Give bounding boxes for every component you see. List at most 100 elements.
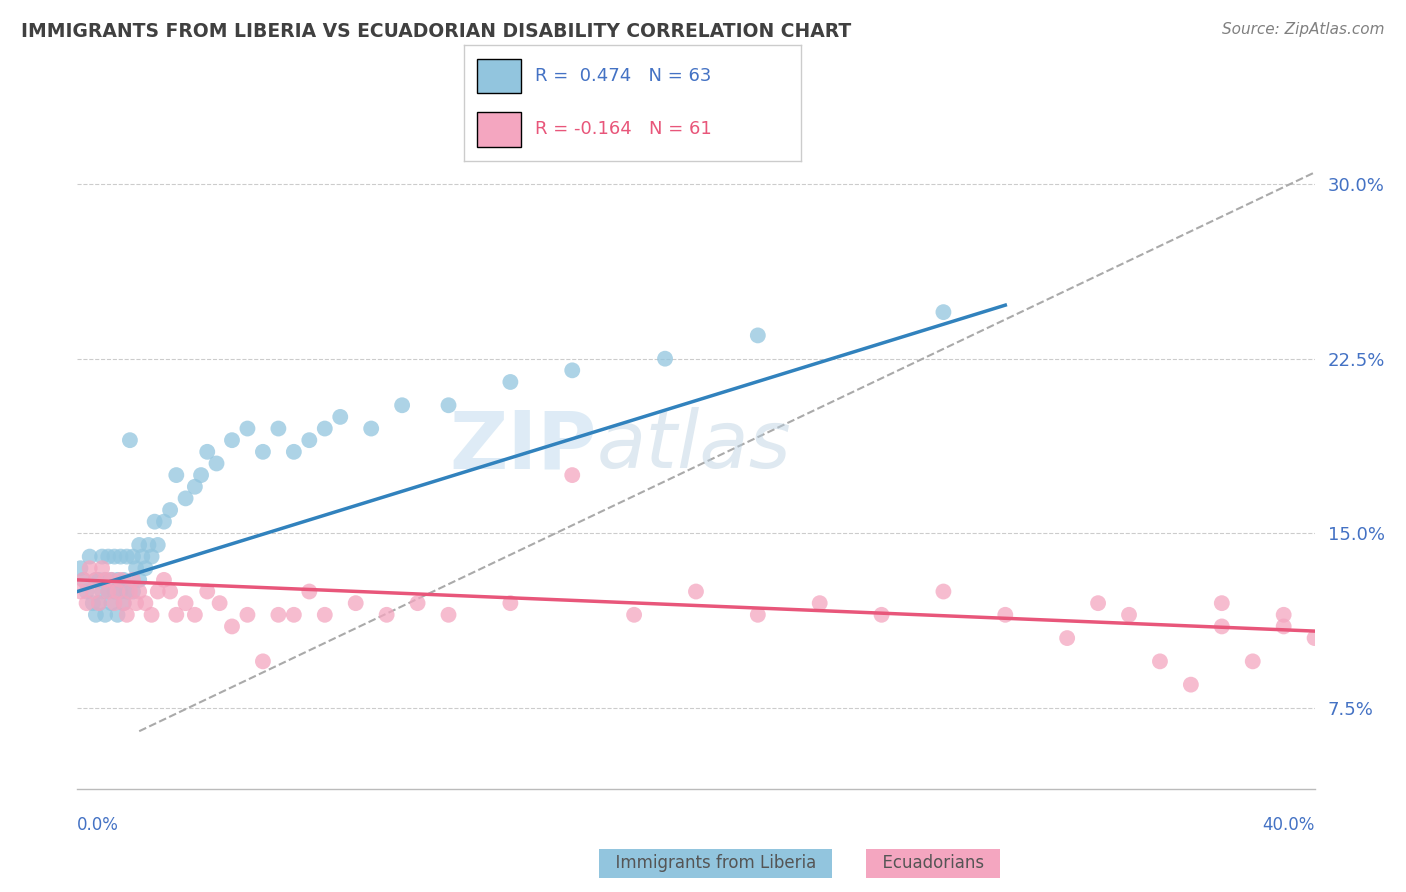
Point bbox=[174, 491, 197, 506]
Point bbox=[100, 573, 122, 587]
Point bbox=[195, 584, 218, 599]
Point bbox=[360, 421, 382, 435]
Point bbox=[314, 607, 336, 622]
Point bbox=[97, 584, 120, 599]
Point bbox=[159, 584, 181, 599]
Point bbox=[1087, 596, 1109, 610]
Point bbox=[76, 584, 98, 599]
Point bbox=[91, 549, 114, 564]
Point bbox=[97, 549, 120, 564]
Point bbox=[932, 584, 955, 599]
Point bbox=[138, 538, 160, 552]
Point bbox=[103, 584, 125, 599]
Point bbox=[79, 561, 101, 575]
Point bbox=[344, 596, 367, 610]
Point bbox=[115, 607, 138, 622]
Point bbox=[100, 573, 122, 587]
Point bbox=[146, 584, 169, 599]
Point bbox=[298, 584, 321, 599]
Point bbox=[1056, 631, 1078, 645]
Point bbox=[165, 607, 187, 622]
Point bbox=[72, 573, 94, 587]
Point bbox=[252, 654, 274, 668]
Point bbox=[84, 573, 107, 587]
Point bbox=[329, 409, 352, 424]
Point bbox=[283, 607, 305, 622]
Point bbox=[808, 596, 831, 610]
Point bbox=[267, 421, 290, 435]
Point bbox=[79, 549, 101, 564]
Point bbox=[122, 573, 145, 587]
Point bbox=[87, 596, 110, 610]
Point bbox=[103, 596, 125, 610]
Point bbox=[165, 468, 187, 483]
Point bbox=[1211, 619, 1233, 633]
Point bbox=[84, 573, 107, 587]
Point bbox=[1303, 631, 1326, 645]
Point bbox=[125, 561, 148, 575]
Point bbox=[184, 480, 207, 494]
Point bbox=[153, 573, 176, 587]
Point bbox=[375, 607, 398, 622]
Point bbox=[115, 584, 138, 599]
Point bbox=[110, 549, 132, 564]
Point bbox=[1149, 654, 1171, 668]
Point bbox=[1180, 678, 1202, 692]
Point bbox=[994, 607, 1017, 622]
Point bbox=[747, 328, 769, 343]
Point bbox=[252, 445, 274, 459]
Point bbox=[561, 363, 583, 377]
Point bbox=[82, 596, 104, 610]
Point bbox=[143, 515, 166, 529]
Point bbox=[208, 596, 231, 610]
Point bbox=[134, 596, 156, 610]
Point bbox=[76, 596, 98, 610]
Point bbox=[141, 607, 163, 622]
Point bbox=[107, 584, 129, 599]
Text: Source: ZipAtlas.com: Source: ZipAtlas.com bbox=[1222, 22, 1385, 37]
Point bbox=[298, 433, 321, 447]
Point bbox=[267, 607, 290, 622]
Point bbox=[112, 573, 135, 587]
Point bbox=[437, 398, 460, 412]
Text: ZIP: ZIP bbox=[450, 407, 598, 485]
Point bbox=[153, 515, 176, 529]
Point bbox=[82, 584, 104, 599]
Point bbox=[118, 433, 141, 447]
FancyBboxPatch shape bbox=[478, 59, 522, 94]
Point bbox=[69, 584, 91, 599]
Point bbox=[190, 468, 212, 483]
Point bbox=[110, 573, 132, 587]
Point bbox=[221, 619, 243, 633]
Point bbox=[107, 573, 129, 587]
Point bbox=[623, 607, 645, 622]
Point bbox=[91, 584, 114, 599]
Point bbox=[125, 596, 148, 610]
Point bbox=[499, 596, 522, 610]
Point bbox=[1118, 607, 1140, 622]
Point bbox=[94, 573, 117, 587]
Point bbox=[236, 607, 259, 622]
Point bbox=[87, 573, 110, 587]
Point bbox=[87, 596, 110, 610]
Point bbox=[146, 538, 169, 552]
Point bbox=[128, 584, 150, 599]
Point bbox=[654, 351, 676, 366]
Point bbox=[437, 607, 460, 622]
Point bbox=[100, 596, 122, 610]
Point bbox=[91, 561, 114, 575]
Point bbox=[128, 538, 150, 552]
Point bbox=[174, 596, 197, 610]
Text: Ecuadorians: Ecuadorians bbox=[872, 855, 994, 872]
Point bbox=[112, 596, 135, 610]
Point bbox=[499, 375, 522, 389]
Point bbox=[122, 584, 145, 599]
Point bbox=[561, 468, 583, 483]
Point bbox=[110, 584, 132, 599]
Point bbox=[69, 561, 91, 575]
Point bbox=[97, 584, 120, 599]
Point bbox=[1272, 607, 1295, 622]
Point bbox=[195, 445, 218, 459]
Point bbox=[1211, 596, 1233, 610]
Text: R = -0.164   N = 61: R = -0.164 N = 61 bbox=[534, 120, 711, 138]
